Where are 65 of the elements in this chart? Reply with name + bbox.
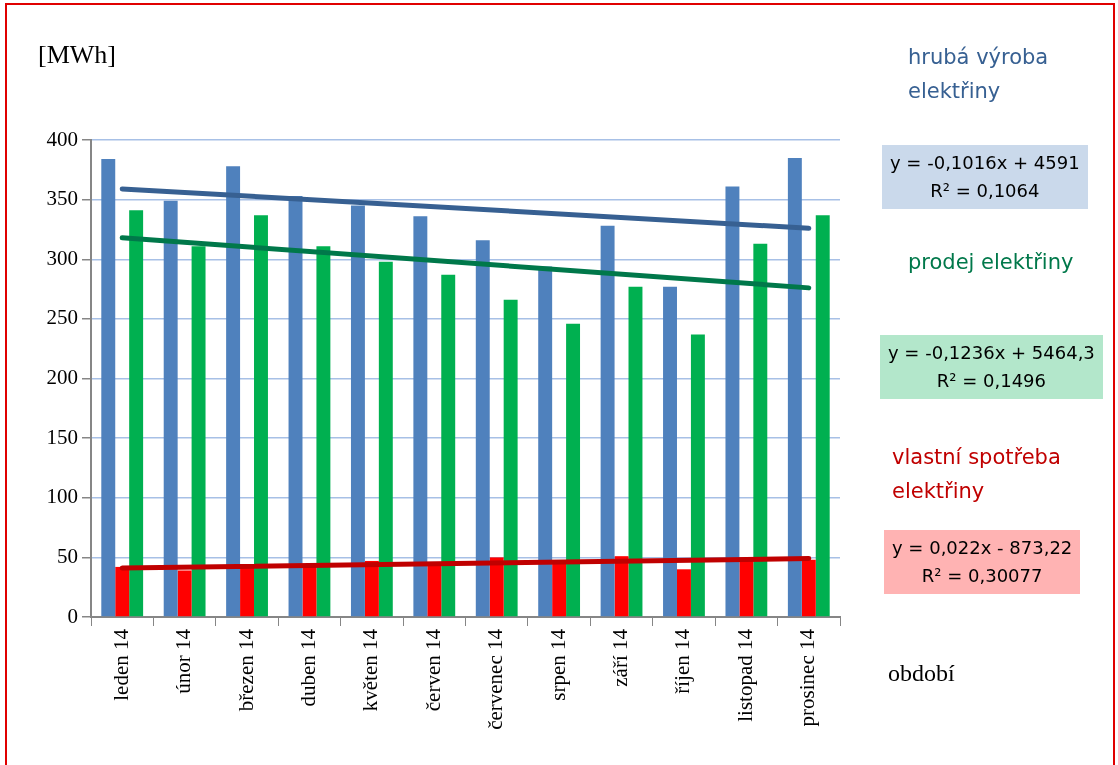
bar [115, 566, 130, 617]
y-tick-label: 250 [46, 305, 78, 330]
bar [350, 205, 365, 617]
y-tick-label: 50 [57, 543, 78, 568]
bar [815, 215, 830, 617]
bar [240, 566, 255, 617]
bar [787, 157, 802, 617]
x-tick-label: březen 14 [233, 628, 258, 712]
x-tick-label: září 14 [608, 628, 633, 687]
x-tick-label: červenec 14 [483, 628, 508, 730]
y-tick-label: 350 [46, 186, 78, 211]
text: y = -0,1016x + 4591 R² = 0,1064 [882, 145, 1088, 209]
x-tick-label: duben 14 [295, 628, 320, 707]
y-tick-label: 0 [67, 603, 78, 628]
bar [725, 186, 740, 617]
bar [101, 159, 116, 617]
bar [302, 566, 317, 617]
text: y = 0,022x - 873,22 R² = 0,30077 [884, 530, 1081, 594]
bar [600, 225, 615, 617]
bar [427, 563, 442, 617]
bar [690, 334, 705, 617]
bar [538, 266, 553, 617]
text: hrubá výroba elektřiny [908, 44, 1050, 105]
text: prodej elektřiny [908, 249, 1075, 276]
bar [628, 286, 643, 617]
bar [288, 196, 303, 617]
bar [177, 570, 192, 617]
text: y = -0,1236x + 5464,3 R² = 0,1496 [880, 335, 1103, 399]
y-axis-title: [MWh] [38, 40, 116, 70]
x-tick-label: červen 14 [420, 628, 445, 712]
x-tick-label: prosinec 14 [795, 628, 820, 727]
bar [739, 560, 754, 617]
y-tick-label: 400 [46, 126, 78, 151]
y-tick-label: 150 [46, 424, 78, 449]
bar [163, 200, 178, 617]
bar [316, 246, 331, 617]
bar [489, 557, 504, 617]
bar [552, 563, 567, 617]
y-tick-label: 300 [46, 245, 78, 270]
bar [254, 215, 268, 617]
x-tick-label: srpen 14 [545, 628, 570, 701]
x-tick-label: listopad 14 [732, 628, 757, 722]
text: vlastní spotřeba elektřiny [892, 444, 1062, 505]
y-tick-label: 100 [46, 484, 78, 509]
bar [753, 243, 768, 617]
bar [663, 286, 677, 617]
y-tick-label: 200 [46, 365, 78, 390]
bar [614, 556, 629, 617]
bar [191, 246, 206, 617]
bar [226, 166, 241, 617]
x-tick-label: leden 14 [108, 628, 133, 701]
bar [413, 216, 428, 617]
bar [676, 569, 691, 617]
bar [566, 323, 581, 617]
bar [475, 240, 490, 617]
bar [378, 261, 393, 617]
bar [441, 274, 456, 617]
bar [129, 210, 144, 617]
bar [364, 560, 379, 617]
x-tick-label: květen 14 [358, 628, 383, 712]
x-axis-title: období [888, 660, 955, 687]
x-tick-label: únor 14 [171, 628, 196, 694]
bar [503, 299, 518, 617]
bar [801, 559, 816, 617]
x-tick-label: říjen 14 [670, 628, 695, 694]
